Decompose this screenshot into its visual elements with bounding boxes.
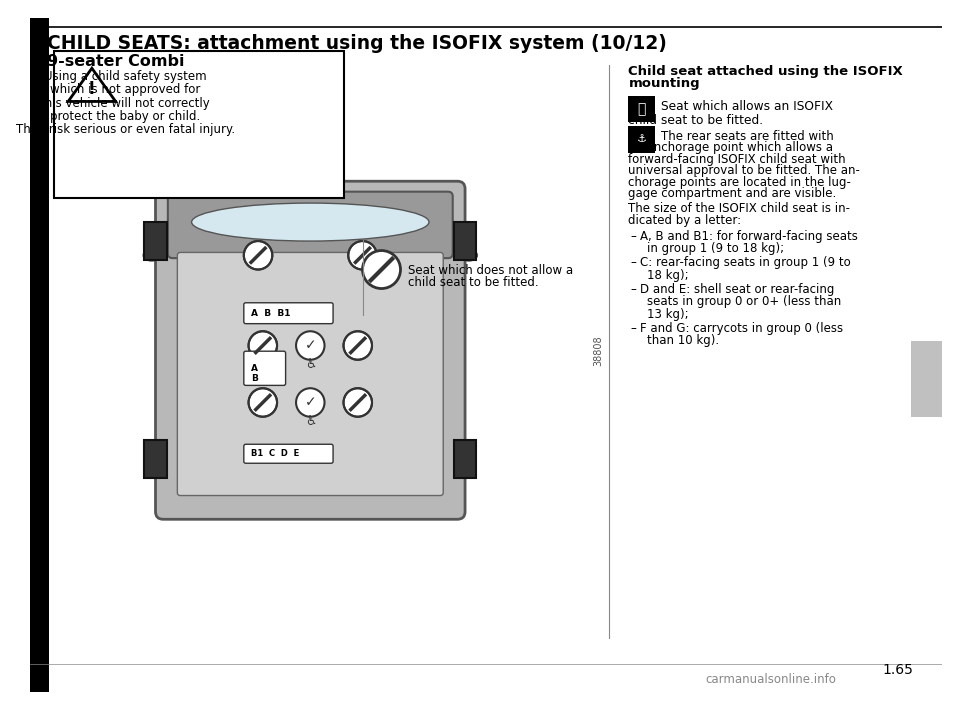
- Text: –: –: [631, 229, 636, 243]
- Text: Using a child safety system: Using a child safety system: [44, 70, 206, 83]
- Text: ♿: ♿: [304, 358, 316, 371]
- Circle shape: [344, 388, 372, 417]
- Text: The rear seats are fitted with: The rear seats are fitted with: [660, 130, 833, 143]
- Text: ✓: ✓: [304, 395, 316, 410]
- Text: D and E: shell seat or rear-facing: D and E: shell seat or rear-facing: [639, 283, 834, 296]
- Circle shape: [363, 251, 400, 288]
- Ellipse shape: [460, 250, 477, 261]
- Text: Child seat attached using the ISOFIX: Child seat attached using the ISOFIX: [629, 65, 903, 78]
- FancyBboxPatch shape: [168, 192, 453, 258]
- Circle shape: [344, 332, 372, 360]
- Text: They risk serious or even fatal injury.: They risk serious or even fatal injury.: [15, 124, 234, 136]
- Text: The size of the ISOFIX child seat is in-: The size of the ISOFIX child seat is in-: [629, 202, 851, 215]
- Text: –: –: [631, 322, 636, 335]
- Ellipse shape: [192, 203, 429, 241]
- Text: chorage points are located in the lug-: chorage points are located in the lug-: [629, 175, 852, 189]
- Bar: [629, 96, 655, 122]
- Bar: [629, 126, 655, 153]
- Text: F and G: carrycots in group 0 (less: F and G: carrycots in group 0 (less: [639, 322, 843, 335]
- Text: 13 kg);: 13 kg);: [647, 307, 689, 320]
- Circle shape: [244, 241, 273, 270]
- Bar: [454, 222, 476, 260]
- FancyBboxPatch shape: [244, 351, 285, 386]
- Bar: [144, 440, 167, 479]
- Text: an anchorage point which allows a: an anchorage point which allows a: [629, 141, 833, 154]
- Circle shape: [348, 241, 376, 270]
- Bar: [454, 440, 476, 479]
- Text: child seat to be fitted.: child seat to be fitted.: [629, 114, 763, 127]
- Text: carmanualsonline.info: carmanualsonline.info: [706, 673, 836, 687]
- FancyBboxPatch shape: [244, 302, 333, 324]
- Text: –: –: [631, 256, 636, 269]
- Text: ♿: ♿: [304, 415, 316, 428]
- Circle shape: [249, 388, 277, 417]
- Text: B: B: [252, 374, 258, 383]
- Ellipse shape: [143, 250, 160, 261]
- Text: universal approval to be fitted. The an-: universal approval to be fitted. The an-: [629, 164, 860, 177]
- Text: 9-seater Combi: 9-seater Combi: [47, 54, 184, 69]
- Text: A: A: [252, 364, 258, 373]
- Text: dicated by a letter:: dicated by a letter:: [629, 214, 741, 227]
- Text: ✓: ✓: [304, 339, 316, 352]
- Text: child seat to be fitted.: child seat to be fitted.: [408, 276, 539, 289]
- FancyBboxPatch shape: [244, 444, 333, 463]
- Text: 1.65: 1.65: [882, 663, 913, 677]
- Text: gage compartment and are visible.: gage compartment and are visible.: [629, 187, 837, 200]
- Bar: [144, 222, 167, 260]
- Text: A, B and B1: for forward-facing seats: A, B and B1: for forward-facing seats: [639, 229, 857, 243]
- Text: protect the baby or child.: protect the baby or child.: [50, 110, 201, 123]
- Text: 18 kg);: 18 kg);: [647, 268, 689, 282]
- Text: this vehicle will not correctly: this vehicle will not correctly: [40, 97, 210, 110]
- Text: mounting: mounting: [629, 77, 700, 89]
- Text: C: rear-facing seats in group 1 (9 to: C: rear-facing seats in group 1 (9 to: [639, 256, 851, 269]
- FancyBboxPatch shape: [178, 253, 444, 496]
- Circle shape: [296, 332, 324, 360]
- Text: seats in group 0 or 0+ (less than: seats in group 0 or 0+ (less than: [647, 295, 842, 308]
- Circle shape: [249, 332, 277, 360]
- Text: Seat which allows an ISOFIX: Seat which allows an ISOFIX: [660, 99, 832, 113]
- Text: forward-facing ISOFIX child seat with: forward-facing ISOFIX child seat with: [629, 153, 846, 165]
- Text: ⚓: ⚓: [636, 134, 647, 144]
- Text: –: –: [631, 283, 636, 296]
- Text: than 10 kg).: than 10 kg).: [647, 334, 719, 347]
- FancyBboxPatch shape: [54, 51, 344, 198]
- Text: 38808: 38808: [593, 335, 603, 366]
- FancyBboxPatch shape: [911, 341, 942, 417]
- Polygon shape: [68, 68, 115, 102]
- Text: which is not approved for: which is not approved for: [50, 83, 201, 97]
- Text: A  B  B1: A B B1: [252, 309, 291, 317]
- Text: Seat which does not allow a: Seat which does not allow a: [408, 264, 573, 277]
- Text: !: !: [88, 80, 96, 98]
- FancyBboxPatch shape: [156, 181, 465, 519]
- Bar: [30, 18, 49, 692]
- Text: B1  C  D  E: B1 C D E: [252, 449, 300, 458]
- Text: 🪑: 🪑: [637, 102, 646, 116]
- Text: CHILD SEATS: attachment using the ISOFIX system (10/12): CHILD SEATS: attachment using the ISOFIX…: [47, 34, 667, 53]
- Circle shape: [296, 388, 324, 417]
- Text: in group 1 (9 to 18 kg);: in group 1 (9 to 18 kg);: [647, 242, 784, 255]
